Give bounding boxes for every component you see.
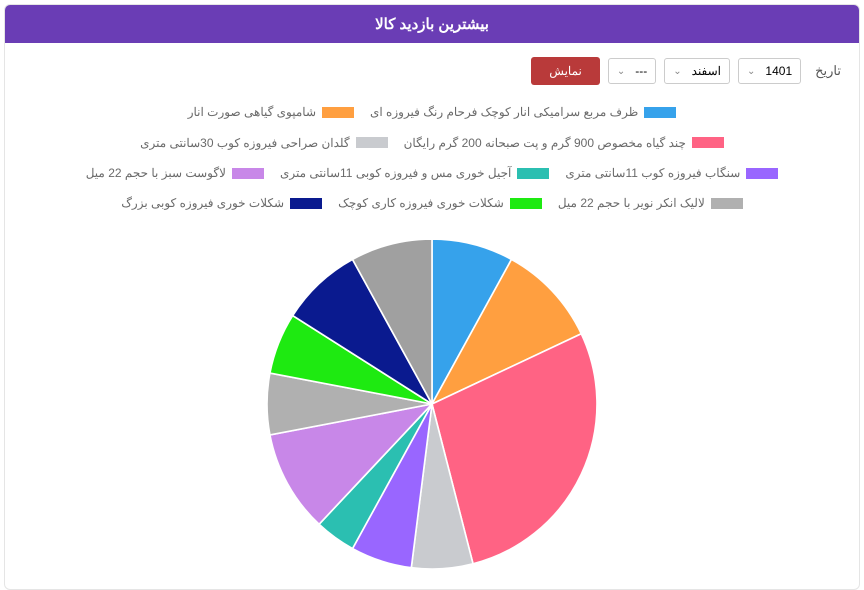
- legend-item[interactable]: آجیل خوری مس و فیروزه کوبی 11سانتی متری: [280, 162, 549, 185]
- legend-label: سنگاب فیروزه کوب 11سانتی متری: [565, 162, 740, 185]
- legend-label: شکلات خوری فیروزه کاری کوچک: [338, 192, 504, 215]
- product-views-card: بیشترین بازدید کالا تاریخ ⌄ 1401 ⌄ اسفند…: [4, 4, 860, 590]
- legend-swatch: [290, 198, 322, 209]
- show-button[interactable]: نمایش: [531, 57, 600, 85]
- legend-label: گلدان صراحی فیروزه کوب 30سانتی متری: [140, 132, 350, 155]
- legend-swatch: [510, 198, 542, 209]
- legend-label: لاگوست سبز با حجم 22 میل: [86, 162, 226, 185]
- legend-swatch: [322, 107, 354, 118]
- legend-item[interactable]: چند گیاه مخصوص 900 گرم و پت صبحانه 200 گ…: [404, 132, 724, 155]
- legend-label: شامپوی گیاهی صورت انار: [188, 101, 316, 124]
- legend-label: چند گیاه مخصوص 900 گرم و پت صبحانه 200 گ…: [404, 132, 686, 155]
- legend-item[interactable]: سنگاب فیروزه کوب 11سانتی متری: [565, 162, 778, 185]
- legend-label: ظرف مربع سرامیکی انار کوچک فرحام رنگ فیر…: [370, 101, 638, 124]
- legend-swatch: [232, 168, 264, 179]
- legend-label: آجیل خوری مس و فیروزه کوبی 11سانتی متری: [280, 162, 511, 185]
- legend-swatch: [517, 168, 549, 179]
- year-select[interactable]: ⌄ 1401: [738, 58, 801, 84]
- legend-swatch: [711, 198, 743, 209]
- legend-item[interactable]: شکلات خوری فیروزه کوبی بزرگ: [121, 192, 322, 215]
- legend-swatch: [746, 168, 778, 179]
- legend-item[interactable]: ظرف مربع سرامیکی انار کوچک فرحام رنگ فیر…: [370, 101, 676, 124]
- month-value: اسفند: [692, 64, 721, 78]
- pie-chart: [267, 239, 597, 569]
- legend-swatch: [692, 137, 724, 148]
- day-select[interactable]: ⌄ ---: [608, 58, 656, 84]
- chevron-down-icon: ⌄: [747, 66, 755, 77]
- legend-item[interactable]: گلدان صراحی فیروزه کوب 30سانتی متری: [140, 132, 388, 155]
- filter-controls: تاریخ ⌄ 1401 ⌄ اسفند ⌄ --- نمایش: [5, 43, 859, 95]
- legend-label: شکلات خوری فیروزه کوبی بزرگ: [121, 192, 284, 215]
- legend-item[interactable]: شامپوی گیاهی صورت انار: [188, 101, 354, 124]
- card-title: بیشترین بازدید کالا: [5, 5, 859, 43]
- date-label: تاریخ: [815, 63, 841, 79]
- chart-container: [5, 229, 859, 589]
- legend-item[interactable]: شکلات خوری فیروزه کاری کوچک: [338, 192, 542, 215]
- legend-item[interactable]: لالیک انکر نویر با حجم 22 میل: [558, 192, 743, 215]
- chart-legend: ظرف مربع سرامیکی انار کوچک فرحام رنگ فیر…: [5, 95, 859, 229]
- year-value: 1401: [765, 64, 792, 78]
- month-select[interactable]: ⌄ اسفند: [664, 58, 730, 84]
- legend-label: لالیک انکر نویر با حجم 22 میل: [558, 192, 705, 215]
- chevron-down-icon: ⌄: [673, 66, 681, 77]
- legend-swatch: [356, 137, 388, 148]
- day-value: ---: [635, 64, 647, 78]
- legend-swatch: [644, 107, 676, 118]
- chevron-down-icon: ⌄: [617, 66, 625, 77]
- legend-item[interactable]: لاگوست سبز با حجم 22 میل: [86, 162, 264, 185]
